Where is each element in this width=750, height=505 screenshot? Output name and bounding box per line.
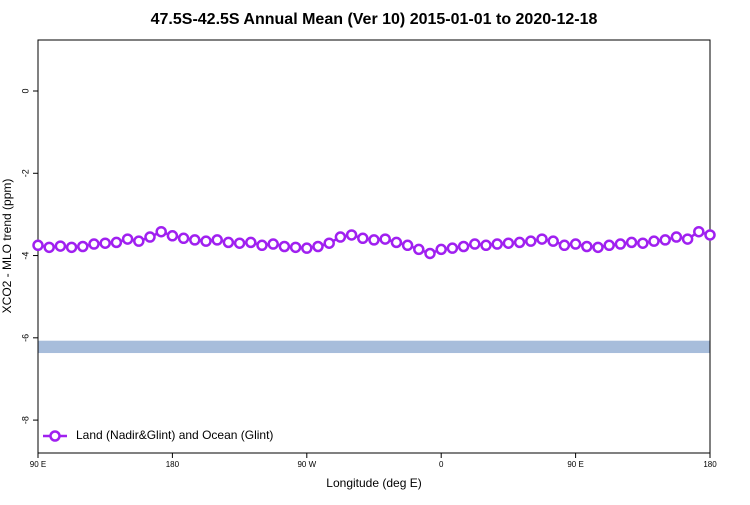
point (323, 237, 335, 249)
x-tick-label: 0 (439, 460, 444, 469)
legend-label: Land (Nadir&Glint) and Ocean (Glint) (76, 428, 273, 442)
point (446, 242, 459, 254)
point (648, 235, 660, 247)
point (480, 239, 492, 252)
y-axis-label: XCO2 - MLO trend (ppm) (0, 179, 14, 314)
point (267, 238, 279, 250)
point (390, 236, 403, 249)
point (401, 239, 414, 252)
point (301, 242, 313, 254)
point (435, 243, 447, 256)
point (704, 229, 716, 241)
point (547, 235, 559, 247)
point (189, 234, 201, 246)
point (603, 239, 615, 252)
y-tick-label: 0 (20, 89, 30, 94)
point (200, 235, 212, 247)
point (99, 237, 111, 249)
point (144, 231, 156, 243)
point (43, 241, 55, 254)
point (614, 238, 627, 250)
point (424, 247, 436, 260)
point (693, 225, 705, 238)
point (491, 238, 503, 250)
point (334, 231, 347, 243)
point (670, 231, 683, 243)
point (569, 238, 582, 250)
point (256, 239, 268, 252)
point (77, 240, 89, 253)
point (211, 234, 223, 246)
point (357, 232, 369, 245)
point (469, 238, 481, 250)
point (558, 239, 571, 252)
y-tick-label: -4 (20, 252, 30, 260)
chart-title: 47.5S-42.5S Annual Mean (Ver 10) 2015-01… (151, 11, 598, 28)
point (525, 235, 537, 247)
point (637, 237, 649, 249)
point (88, 238, 100, 250)
point (345, 229, 358, 241)
point (502, 237, 515, 249)
point (278, 240, 291, 253)
point (681, 233, 694, 245)
point (121, 233, 134, 245)
y-tick-label: -8 (20, 416, 30, 424)
point (457, 240, 470, 253)
point (625, 236, 638, 249)
point (54, 240, 67, 252)
legend-marker (49, 430, 61, 442)
point (659, 234, 671, 246)
x-tick-label: 90 E (30, 460, 46, 469)
point (133, 235, 145, 247)
y-tick-label: -2 (20, 169, 30, 177)
x-tick-label: 90 E (567, 460, 583, 469)
point (245, 236, 257, 249)
point (379, 233, 391, 245)
point (368, 234, 380, 246)
point (233, 237, 246, 249)
point (513, 236, 526, 249)
x-tick-label: 180 (166, 460, 180, 469)
point (581, 240, 593, 253)
point (65, 241, 78, 254)
point (166, 230, 179, 242)
x-axis-label: Longitude (deg E) (326, 476, 421, 490)
point (312, 240, 324, 253)
point (155, 225, 167, 238)
x-tick-label: 90 W (297, 460, 316, 469)
point (289, 241, 302, 254)
point (222, 236, 235, 249)
point (110, 236, 123, 249)
y-tick-label: -6 (20, 334, 30, 342)
point (177, 232, 190, 245)
point (592, 241, 604, 254)
coverage-band (38, 340, 710, 354)
point (413, 243, 425, 256)
point (32, 239, 44, 252)
x-tick-label: 180 (703, 460, 717, 469)
point (536, 233, 548, 245)
